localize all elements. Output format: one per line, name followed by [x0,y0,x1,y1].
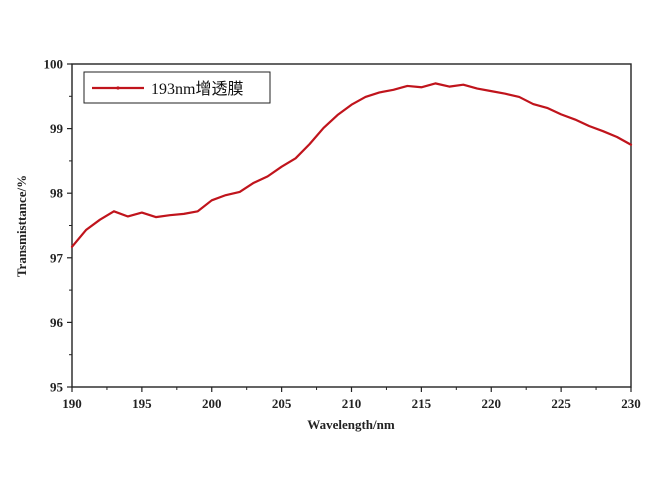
x-tick-label: 205 [272,396,292,411]
legend-label: 193nm增透膜 [151,80,243,98]
y-tick-label: 99 [50,121,64,136]
x-axis: 190 195 200 205 210 215 220 225 230 [62,387,641,411]
y-axis-title: Transmisttance/% [14,175,29,277]
y-tick-label: 98 [50,186,64,201]
y-tick-label: 95 [50,380,64,395]
x-axis-title: Wavelength/nm [307,417,395,432]
legend: 193nm增透膜 [83,71,271,104]
y-tick-label: 96 [50,315,64,330]
y-tick-label: 97 [50,250,64,265]
x-tick-label: 200 [202,396,222,411]
plot-frame [71,63,632,388]
series-line [70,82,633,248]
x-tick-label: 195 [132,396,152,411]
x-tick-label: 220 [482,396,502,411]
legend-marker [116,86,120,90]
x-tick-label: 190 [62,396,82,411]
y-tick-label: 100 [44,57,64,72]
y-axis: 95 96 97 98 99 100 [44,57,72,395]
x-tick-label: 225 [551,396,571,411]
x-tick-label: 215 [412,396,432,411]
x-tick-label: 210 [342,396,362,411]
x-tick-label: 230 [621,396,641,411]
